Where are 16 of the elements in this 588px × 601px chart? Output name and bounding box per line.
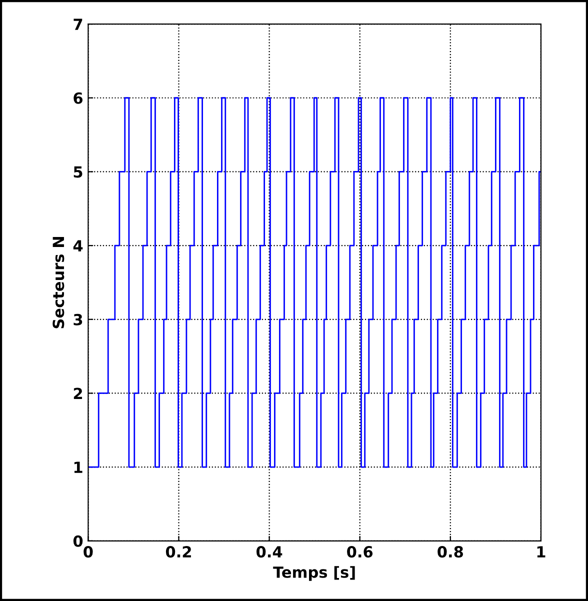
y-axis-title: Secteurs N	[52, 237, 64, 328]
x-tick-label: 1	[537, 546, 546, 558]
x-axis-title: Temps [s]	[273, 566, 355, 581]
x-tick-label: 0.4	[256, 546, 282, 558]
x-tick-label: 0.8	[438, 546, 463, 558]
x-tick-label: 0.2	[166, 546, 191, 558]
y-tick-label: 1	[74, 462, 82, 473]
y-tick-label: 5	[74, 166, 82, 178]
x-tick-label: 0.6	[347, 546, 373, 558]
y-tick-label: 2	[74, 388, 82, 400]
y-tick-label: 7	[74, 18, 82, 30]
y-tick-label: 6	[74, 92, 83, 104]
y-tick-label: 4	[73, 240, 83, 252]
y-tick-label: 0	[73, 535, 83, 547]
y-tick-label: 3	[74, 314, 82, 326]
x-tick-label: 0	[84, 546, 93, 558]
